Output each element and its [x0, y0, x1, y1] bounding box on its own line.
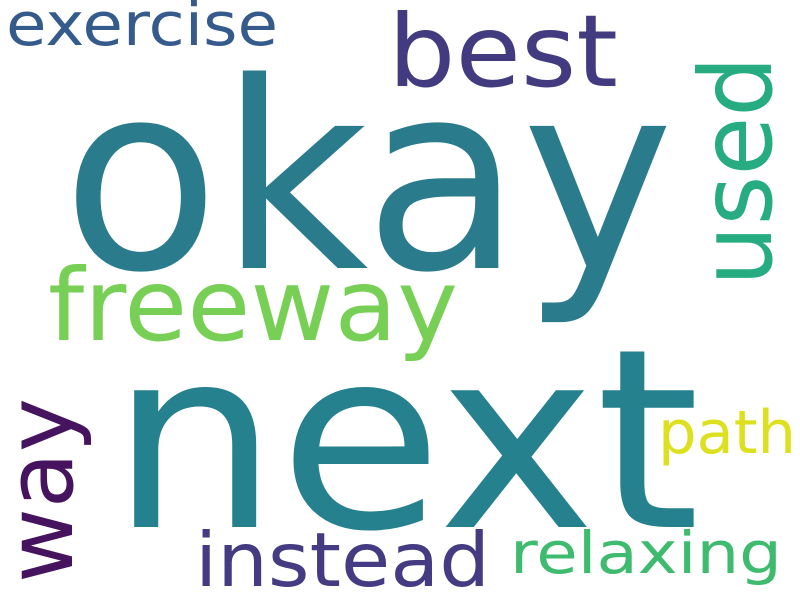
word-best: best [388, 0, 618, 110]
word-okay: okay [62, 28, 674, 330]
word-instead: instead [195, 516, 490, 600]
word-path: path [658, 398, 796, 468]
word-exercise: exercise [6, 0, 278, 60]
word-freeway: freeway [48, 247, 458, 364]
word-used: used [678, 56, 795, 286]
word-next: next [110, 295, 700, 586]
word-way: way [0, 398, 94, 583]
word-relaxing: relaxing [510, 519, 782, 587]
